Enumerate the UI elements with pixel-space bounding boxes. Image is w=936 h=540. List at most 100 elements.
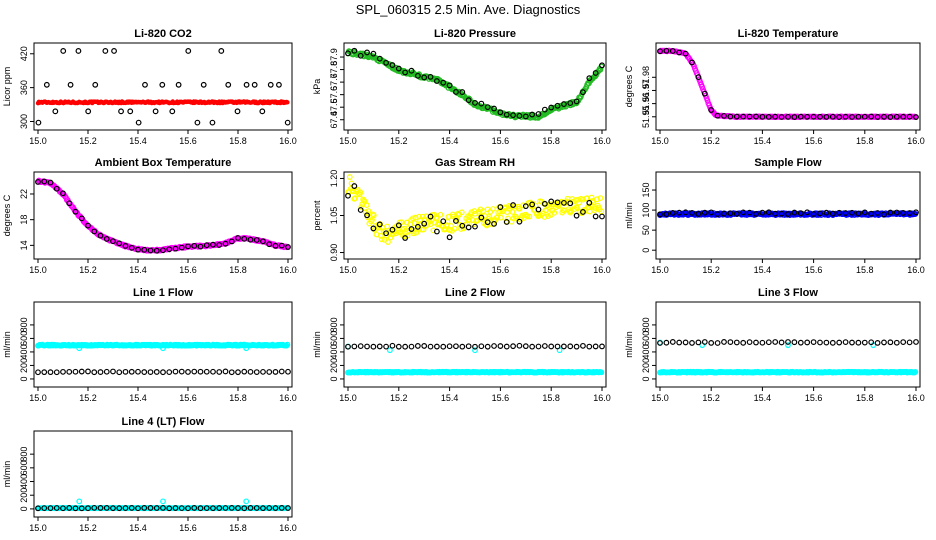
y-axis-label: ml/min: [2, 461, 12, 488]
data-point: [580, 342, 586, 349]
y-axis-label: degrees C: [2, 194, 12, 236]
x-tick-label: 15.0: [651, 265, 669, 275]
data-point: [708, 107, 715, 113]
data-point: [228, 369, 235, 376]
data-point: [402, 343, 409, 350]
data-point: [234, 108, 241, 115]
data-point: [440, 343, 447, 350]
data-point: [701, 209, 708, 216]
data-point: [753, 339, 759, 346]
data-point: [594, 196, 600, 203]
data-point: [849, 209, 855, 216]
chart-panel: Li-820 CO2 Licor ppm 15.0 15.2 15.4 15.6 15.8 1…: [2, 28, 297, 146]
data-point: [526, 213, 533, 220]
data-point: [484, 219, 491, 226]
data-point: [580, 209, 586, 215]
data-point: [135, 368, 141, 375]
data-point: [740, 113, 747, 120]
data-point: [358, 204, 365, 210]
data-point: [580, 89, 586, 96]
data-point: [370, 50, 377, 57]
data-point: [868, 339, 875, 346]
data-point: [97, 505, 104, 511]
data-point: [727, 210, 734, 217]
data-point: [483, 222, 490, 229]
data-point: [887, 114, 894, 120]
data-point: [535, 343, 542, 350]
data-point: [172, 368, 179, 375]
data-point: [78, 505, 85, 512]
x-tick-label: 15.8: [229, 523, 247, 533]
data-point: [260, 368, 266, 375]
data-point: [421, 343, 428, 349]
chart-panel: Gas Stream RH percent 15.0 15.2 15.4 15.6 15.8…: [312, 157, 611, 275]
data-point: [704, 97, 711, 104]
data-point: [663, 211, 670, 218]
x-tick-label: 15.0: [339, 265, 357, 275]
data-point: [272, 242, 279, 249]
data-point: [378, 236, 385, 243]
data-point: [522, 203, 529, 210]
x-tick-label: 15.6: [805, 136, 823, 146]
x-tick-label: 16.0: [593, 393, 611, 403]
data-point: [516, 342, 523, 349]
data-point: [216, 505, 223, 511]
data-point: [53, 185, 60, 192]
data-point: [503, 343, 510, 350]
data-point: [411, 220, 418, 227]
data-point: [135, 119, 142, 126]
x-tick-label: 15.0: [29, 523, 47, 533]
data-point: [251, 81, 258, 88]
data-point: [490, 206, 496, 212]
data-point: [453, 89, 459, 95]
y-axis-label: percent: [312, 200, 322, 231]
chart-title: Li-820 CO2: [134, 28, 191, 40]
plot-frame: [33, 42, 293, 131]
data-point: [491, 105, 497, 112]
plot-frame: [655, 171, 921, 260]
data-point: [110, 505, 116, 512]
data-point: [352, 195, 359, 202]
plot-frame: [655, 301, 921, 388]
data-point: [727, 339, 734, 346]
data-point: [377, 233, 384, 239]
data-point: [285, 505, 291, 511]
data-point: [253, 505, 260, 511]
data-point: [427, 343, 434, 350]
data-point: [376, 343, 383, 350]
data-point: [259, 108, 266, 115]
data-point: [727, 113, 734, 120]
x-tick-label: 16.0: [279, 265, 297, 275]
y-tick-label: 67.5: [329, 98, 339, 116]
data-point: [85, 108, 92, 115]
data-point: [285, 244, 291, 250]
x-tick-label: 15.2: [79, 393, 97, 403]
x-tick-label: 15.6: [492, 265, 510, 275]
data-point: [592, 343, 599, 350]
data-point: [804, 209, 811, 216]
data-point: [387, 347, 393, 354]
chart-title: Ambient Box Temperature: [95, 157, 232, 169]
data-point: [222, 368, 229, 375]
data-point: [178, 505, 185, 512]
data-point: [522, 343, 529, 350]
data-point: [47, 369, 54, 376]
x-tick-label: 15.2: [702, 136, 720, 146]
data-point: [772, 210, 779, 217]
data-point: [695, 74, 702, 81]
data-point: [491, 343, 497, 349]
data-point: [657, 340, 663, 346]
data-point: [701, 90, 708, 97]
data-point: [561, 199, 567, 206]
data-point: [160, 498, 166, 505]
data-point: [586, 199, 593, 206]
data-point: [772, 113, 779, 120]
data-point: [85, 368, 91, 375]
data-point: [357, 52, 364, 59]
data-point: [836, 339, 843, 346]
x-tick-label: 15.8: [542, 265, 560, 275]
x-tick-label: 15.2: [79, 265, 97, 275]
x-tick-label: 15.0: [339, 136, 357, 146]
data-point: [210, 241, 216, 248]
data-point: [874, 114, 881, 120]
